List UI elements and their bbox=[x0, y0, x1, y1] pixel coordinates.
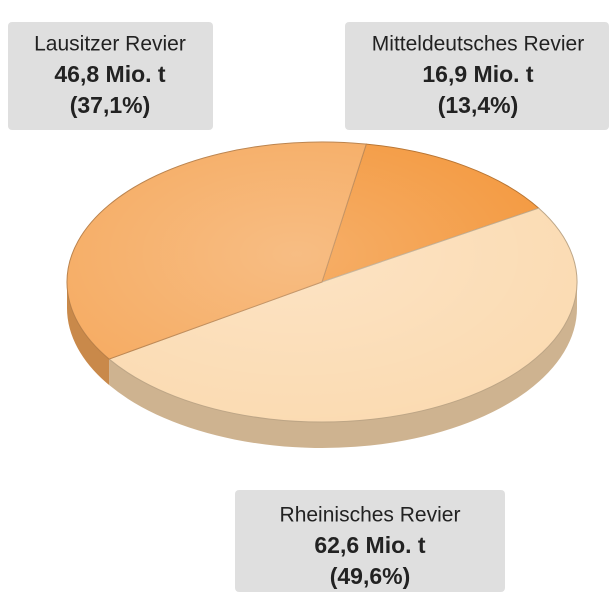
value-label: 46,8 Mio. t bbox=[54, 61, 166, 87]
value-label: 62,6 Mio. t bbox=[314, 532, 426, 558]
percent-label: (37,1%) bbox=[70, 92, 151, 118]
category-label: Mitteldeutsches Revier bbox=[372, 33, 584, 56]
label-box bbox=[235, 490, 505, 592]
slice-side bbox=[67, 282, 110, 386]
percent-label: (49,6%) bbox=[330, 563, 411, 589]
slice-side bbox=[109, 282, 577, 448]
label-box bbox=[345, 22, 609, 130]
category-label: Lausitzer Revier bbox=[34, 33, 186, 56]
label-box bbox=[8, 22, 213, 130]
category-label: Rheinisches Revier bbox=[280, 504, 461, 527]
label-boxes bbox=[8, 22, 609, 592]
percent-label: (13,4%) bbox=[438, 92, 519, 118]
value-label: 16,9 Mio. t bbox=[422, 61, 534, 87]
pie-shine bbox=[67, 142, 577, 422]
